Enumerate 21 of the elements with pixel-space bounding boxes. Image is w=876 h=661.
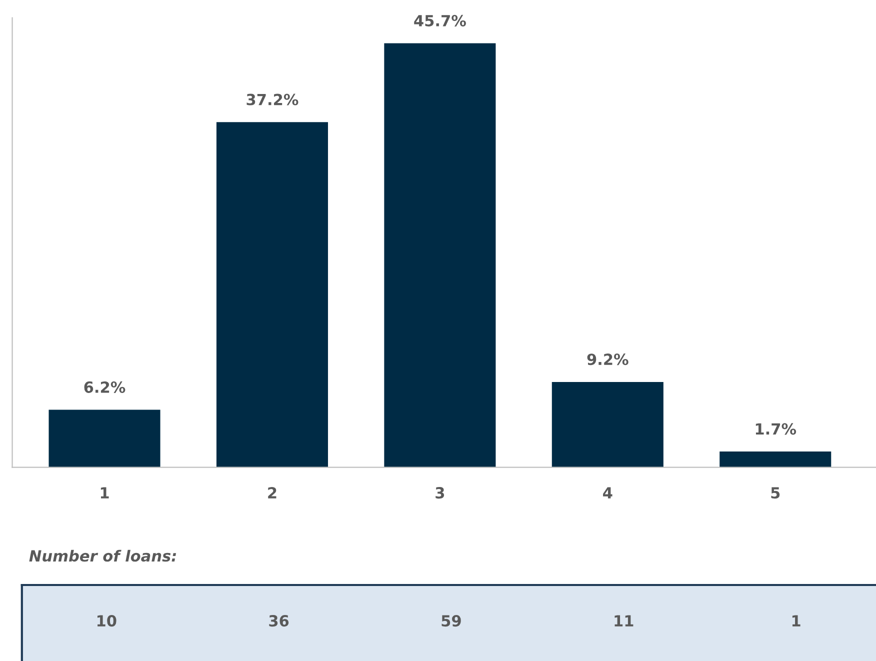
data-label: 1.7% bbox=[756, 423, 796, 435]
data-label: 37.2% bbox=[246, 94, 298, 106]
x-tick-label: 5 bbox=[771, 487, 780, 499]
bar bbox=[384, 43, 496, 468]
data-label: 10 bbox=[97, 615, 116, 627]
data-label: 59 bbox=[442, 615, 461, 627]
bar bbox=[720, 452, 832, 468]
data-label: 1 bbox=[792, 615, 800, 626]
data-label: 11 bbox=[614, 615, 634, 626]
x-tick-label: 2 bbox=[268, 487, 276, 498]
bar bbox=[552, 382, 664, 468]
data-label: 36 bbox=[269, 615, 289, 627]
x-tick-label: 4 bbox=[603, 487, 612, 498]
data-label: 9.2% bbox=[587, 354, 628, 366]
text: Number of loans: bbox=[29, 550, 176, 562]
bar bbox=[48, 410, 160, 468]
bar bbox=[216, 122, 328, 468]
data-label: 6.2% bbox=[84, 381, 126, 393]
x-tick-label: 1 bbox=[100, 487, 109, 498]
data-label: 45.7% bbox=[414, 14, 466, 26]
x-tick-label: 3 bbox=[436, 487, 444, 499]
